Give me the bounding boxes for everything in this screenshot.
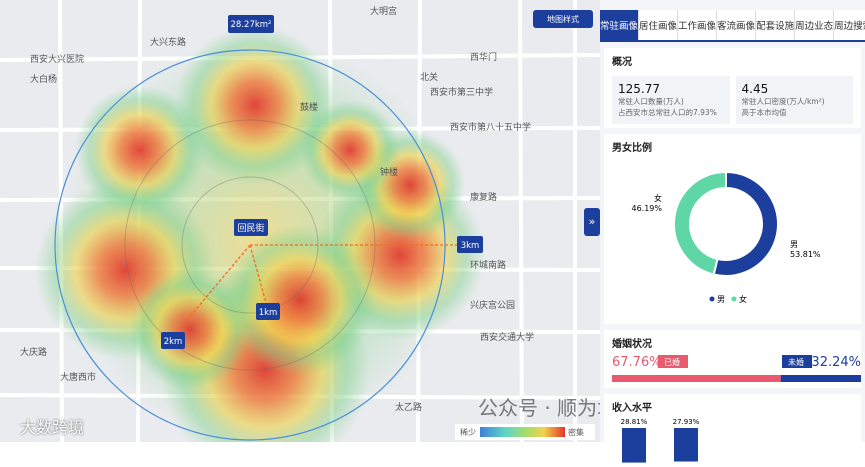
stat-label: 常驻人口数量(万人) xyxy=(618,97,684,106)
section-title: 概况 xyxy=(612,57,632,68)
style-button-text[interactable]: 地图样式 xyxy=(547,14,579,24)
slice-label: 53.81% xyxy=(790,250,821,259)
stat-note: 占西安市总常驻人口的7.93% xyxy=(618,108,717,117)
stat-label: 常驻人口密度(万人/km²) xyxy=(741,97,825,106)
place-label: 大明宫 xyxy=(370,5,397,17)
gender-section: 男女比例 男 53.81% 女 46.19% 男女 xyxy=(604,134,861,324)
tabs: 常驻画像居住画像工作画像客流画像配套设施周边业态周边搜索 xyxy=(600,10,865,42)
badges: 28.27km² 回民街 1km 2km 3km 地图样式 » 稀少 密集 xyxy=(161,10,600,440)
ring-label: 1km xyxy=(259,308,278,318)
radius-lines xyxy=(171,244,460,339)
stat-card: 125.77 常驻人口数量(万人) 占西安市总常驻人口的7.93% xyxy=(612,76,730,124)
ring-badge xyxy=(161,332,185,349)
income-label: 27.93% xyxy=(673,418,700,426)
income-chart: 28.81% 27.93% xyxy=(621,418,700,463)
income-bar xyxy=(622,428,646,463)
heat-blob xyxy=(130,270,250,390)
place-label: 西安大兴医院 xyxy=(30,53,84,65)
ring-label: 3km xyxy=(461,241,480,251)
heat-blob xyxy=(225,225,375,375)
place-label: 康复路 xyxy=(470,191,497,203)
section-title: 男女比例 xyxy=(612,143,652,154)
tab[interactable]: 工作画像 xyxy=(678,10,718,40)
slice-label: 46.19% xyxy=(631,204,662,213)
side-panel: 常驻画像居住画像工作画像客流画像配套设施周边业态周边搜索 概况 125.77常驻… xyxy=(600,0,865,464)
center-label: 回民街 xyxy=(237,222,264,234)
place-label: 钟楼 xyxy=(380,166,398,178)
gender-donut: 男53.81%女46.19%男女 xyxy=(631,170,821,304)
marriage-section: 婚姻状况 67.76% 已婚 未婚 32.24% xyxy=(604,330,861,388)
slice-category: 女 xyxy=(654,193,662,203)
legend-label: 男 xyxy=(717,295,725,304)
place-label: 鼓楼 xyxy=(300,101,318,113)
legend-label: 女 xyxy=(739,294,747,304)
road xyxy=(518,0,524,442)
stat-card: 4.45 常驻人口密度(万人/km²) 高于本市均值 xyxy=(735,76,853,124)
legend-swatch xyxy=(709,296,715,302)
area-badge-text: 28.27km² xyxy=(231,20,272,30)
stat-value: 125.77 xyxy=(618,82,660,96)
married-bar xyxy=(612,375,781,382)
unmarried-name: 未婚 xyxy=(788,357,804,367)
tab[interactable]: 常驻画像 xyxy=(600,10,640,40)
expand-icon[interactable]: » xyxy=(589,215,596,228)
place-label: 西安市第八十五中学 xyxy=(450,121,531,133)
place-label: 西华门 xyxy=(470,51,497,63)
place-label: 大庆路 xyxy=(20,346,47,358)
place-label: 西安市第三中学 xyxy=(430,86,493,98)
legend-high: 密集 xyxy=(568,427,584,437)
place-label: 环城南路 xyxy=(470,259,506,271)
tab[interactable]: 居住画像 xyxy=(639,10,679,40)
legend-low: 稀少 xyxy=(460,427,476,437)
tab[interactable]: 客流画像 xyxy=(717,10,757,40)
section-title: 收入水平 xyxy=(612,403,652,414)
stat-value: 4.45 xyxy=(741,82,769,96)
heat-blob xyxy=(175,25,335,185)
legend-swatch xyxy=(731,296,737,302)
overview-section: 概况 125.77 常驻人口数量(万人) 占西安市总常驻人口的7.93% 4.45 常… xyxy=(604,48,861,128)
logo: 大数跨境 xyxy=(20,418,85,437)
donut-slice xyxy=(712,170,779,277)
legend-ramp xyxy=(480,427,565,437)
expand-button[interactable] xyxy=(584,208,600,236)
place-label: 西安交通大学 xyxy=(480,331,534,343)
unmarried-badge xyxy=(782,355,812,368)
place-label: 大白杨 xyxy=(30,73,57,85)
place-label: 太乙路 xyxy=(395,401,422,413)
slice-category: 男 xyxy=(790,240,798,249)
tab[interactable]: 配套设施 xyxy=(756,10,796,40)
heat-blob xyxy=(300,100,400,200)
place-label: 大唐西市 xyxy=(60,371,96,383)
style-button[interactable] xyxy=(533,10,593,28)
heatmap xyxy=(35,25,485,442)
ring-badge xyxy=(457,236,483,253)
married-value: 67.76% xyxy=(612,355,662,370)
unmarried-value: 32.24% xyxy=(811,355,861,370)
section-title: 婚姻状况 xyxy=(612,339,652,350)
ring-badge xyxy=(256,303,280,320)
income-section: 收入水平 28.81% 27.93% xyxy=(604,394,861,464)
married-name: 已婚 xyxy=(664,357,680,367)
donut-slice xyxy=(673,170,727,276)
ring-label: 2km xyxy=(164,337,183,347)
tab[interactable]: 周边业态 xyxy=(795,10,835,40)
tab[interactable]: 周边搜索 xyxy=(834,10,865,40)
heat-blob xyxy=(75,85,205,215)
place-label: 大兴东路 xyxy=(150,36,186,48)
place-label: 北关 xyxy=(420,71,438,83)
unmarried-bar xyxy=(780,375,861,382)
income-label: 28.81% xyxy=(621,418,648,426)
area-badge xyxy=(228,15,274,33)
marriage-chart: 67.76% 已婚 未婚 32.24% xyxy=(612,355,861,382)
married-badge xyxy=(658,355,688,368)
center-badge xyxy=(234,219,268,236)
income-bar xyxy=(674,428,698,462)
place-label: 兴庆宫公园 xyxy=(470,299,515,311)
stat-note: 高于本市均值 xyxy=(741,108,787,117)
